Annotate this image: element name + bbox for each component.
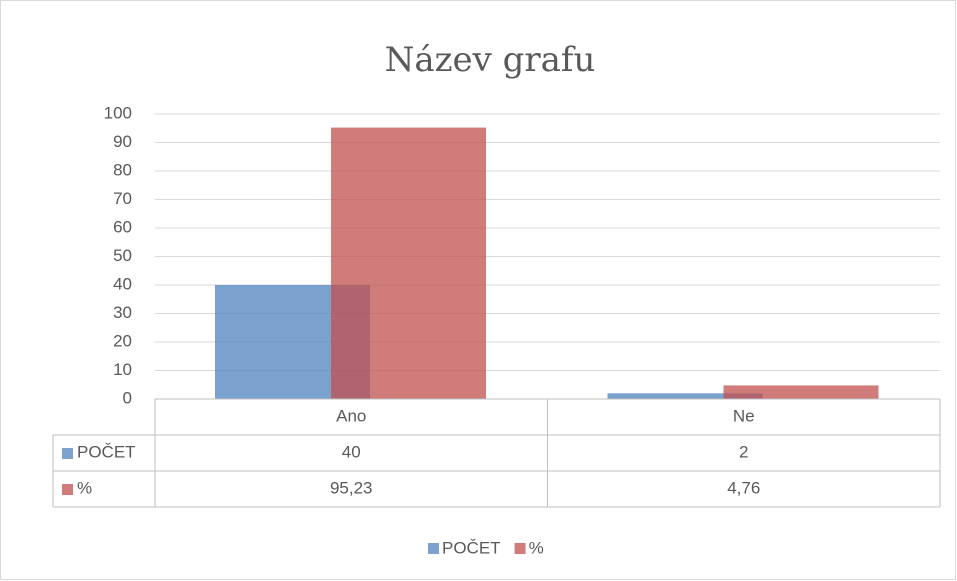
chart-title: Název grafu	[385, 40, 596, 80]
bar	[723, 385, 879, 399]
x-tick-label: Ano	[336, 406, 366, 425]
legend-key	[514, 543, 526, 554]
legend-label: POČET	[442, 538, 501, 557]
x-tick-label: Ne	[733, 406, 755, 425]
y-tick-label: 80	[113, 160, 132, 179]
y-tick-label: 40	[113, 274, 132, 293]
y-tick-label: 60	[113, 217, 132, 236]
y-tick-label: 50	[113, 246, 132, 265]
table-row-label: %	[77, 478, 92, 497]
y-tick-label: 20	[113, 331, 132, 350]
table-cell: 4,76	[727, 478, 760, 497]
y-tick-label: 70	[113, 189, 132, 208]
legend-label: %	[529, 538, 544, 557]
y-tick-label: 10	[113, 360, 132, 379]
table-legend-key	[62, 484, 73, 495]
legend-key	[428, 543, 439, 554]
bar	[607, 393, 763, 399]
table-row-label: POČET	[77, 442, 136, 461]
y-tick-label: 90	[113, 132, 132, 151]
y-tick-label: 100	[104, 103, 132, 122]
table-legend-key	[62, 448, 73, 459]
table-cell: 2	[739, 442, 748, 461]
table-cell: 40	[342, 442, 361, 461]
y-tick-label: 30	[113, 303, 132, 322]
y-tick-label: 0	[123, 388, 132, 407]
bar	[331, 127, 486, 400]
table-cell: 95,23	[330, 478, 373, 497]
